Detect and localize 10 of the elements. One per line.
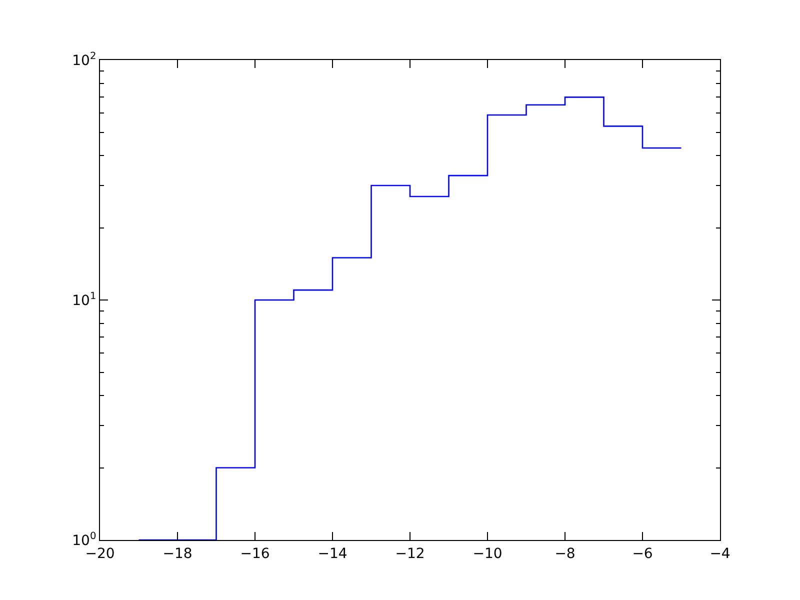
x-tick-label: −4 (710, 546, 730, 562)
x-tick-label: −10 (472, 546, 502, 562)
x-tick-label: −12 (395, 546, 425, 562)
y-tick-label: 10$^{1}$ (72, 291, 96, 309)
x-tick-label: −8 (554, 546, 576, 562)
x-tick-label: −16 (240, 546, 270, 562)
y-tick-label: 10$^{2}$ (72, 51, 96, 69)
x-tick-label: −6 (632, 546, 653, 562)
x-tick-label: −18 (162, 546, 192, 562)
x-tick-label: −14 (318, 546, 348, 562)
